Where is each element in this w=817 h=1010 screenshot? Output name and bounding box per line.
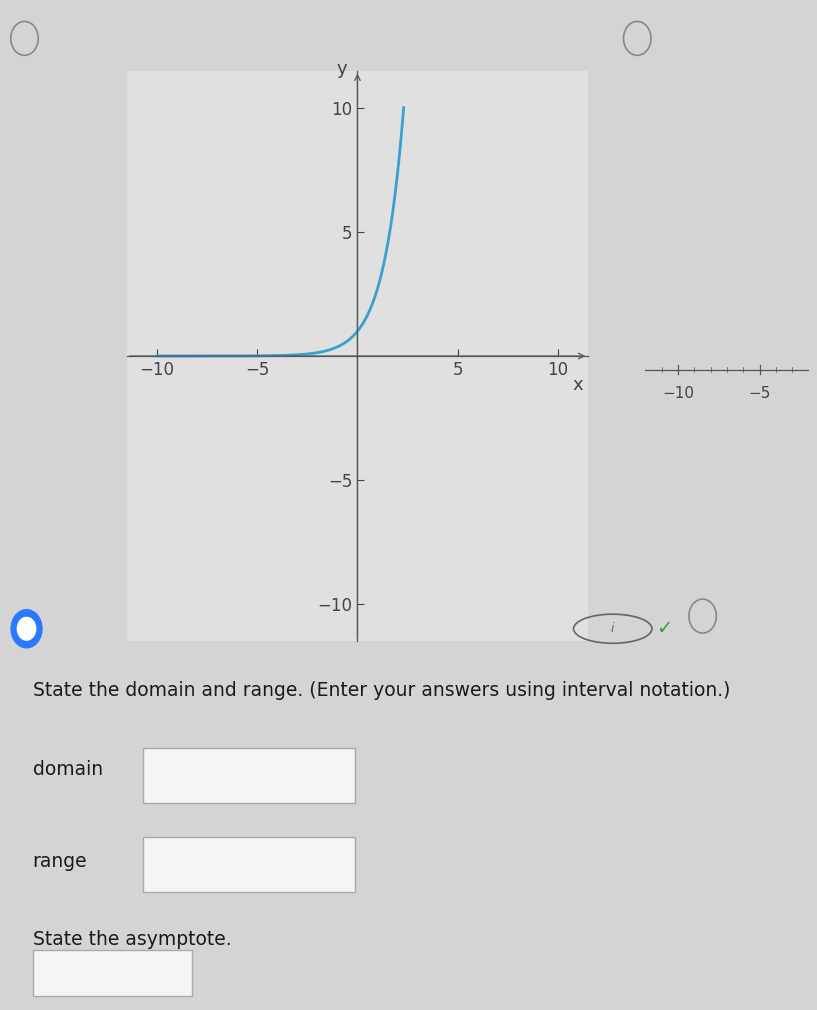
Text: domain: domain [33,761,103,779]
FancyBboxPatch shape [143,748,355,803]
FancyBboxPatch shape [33,949,192,996]
Text: ✓: ✓ [656,619,672,638]
Text: −10: −10 [662,386,694,401]
Text: x: x [573,376,583,394]
Text: −5: −5 [748,386,771,401]
Text: range: range [33,852,87,871]
Text: State the asymptote.: State the asymptote. [33,930,231,948]
Text: y: y [337,61,347,78]
Text: State the domain and range. (Enter your answers using interval notation.): State the domain and range. (Enter your … [33,681,730,700]
Text: i: i [611,622,614,635]
Circle shape [17,617,36,640]
Circle shape [11,610,42,647]
FancyBboxPatch shape [143,836,355,892]
